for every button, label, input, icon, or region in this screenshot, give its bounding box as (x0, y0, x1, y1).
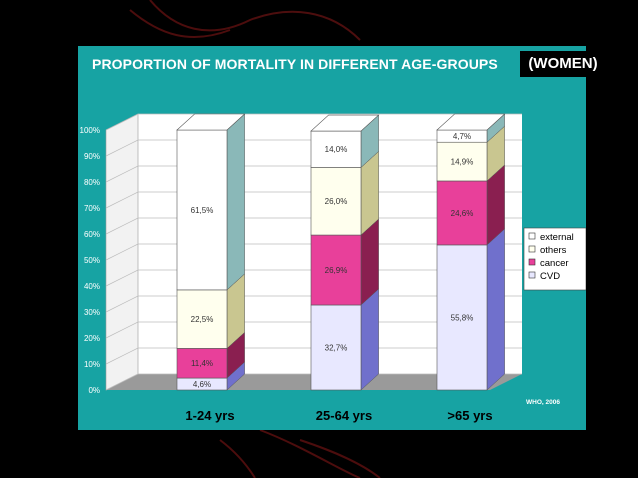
y-tick-label: 100% (80, 126, 100, 135)
stacked-bar-chart: 0% 10% 20% 30% 40% 50% 60% 70% 80% 90% 100% 4,6% 11,… (80, 113, 586, 423)
data-label: 24,6% (451, 209, 474, 218)
x-tick-label: 1-24 yrs (185, 408, 234, 423)
gridline (105, 295, 522, 313)
gridline (105, 321, 522, 339)
bar-segment (436, 180, 488, 246)
gridline (105, 347, 522, 365)
data-label: 55,8% (451, 313, 474, 322)
y-tick-label: 80% (84, 178, 100, 187)
bar-segment (310, 130, 362, 168)
data-label: 22,5% (191, 315, 214, 324)
bar-top (310, 114, 380, 132)
bar-segment (310, 234, 362, 306)
y-tick-label: 20% (84, 334, 100, 343)
y-tick-label: 90% (84, 152, 100, 161)
x-tick-label: 25-64 yrs (316, 408, 372, 423)
data-label: 26,0% (325, 197, 348, 206)
y-tick-label: 70% (84, 204, 100, 213)
bar-segment (176, 289, 228, 349)
legend-label: others (540, 245, 567, 256)
data-label: 4,6% (193, 380, 211, 389)
y-tick-label: 60% (84, 230, 100, 239)
gridline (105, 243, 522, 261)
data-label: 4,7% (453, 132, 471, 141)
data-label: 11,4% (191, 359, 213, 368)
legend-swatch (528, 258, 536, 266)
gridline (105, 217, 522, 235)
gridline (105, 191, 522, 209)
bar-segment-side (360, 288, 379, 391)
legend-label: cancer (540, 258, 569, 269)
data-label: 26,9% (325, 266, 348, 275)
y-tick-label: 0% (88, 386, 100, 395)
bar-segment (310, 167, 362, 236)
chart-title: PROPORTION OF MORTALITY IN DIFFERENT AGE… (92, 56, 498, 72)
bar-top (176, 113, 246, 131)
bar-segment (310, 304, 362, 391)
data-label: 14,9% (451, 158, 474, 167)
bar-segment (436, 244, 488, 391)
gridline (105, 165, 522, 183)
bar-top (436, 113, 506, 131)
y-tick-label: 50% (84, 256, 100, 265)
y-tick-label: 40% (84, 282, 100, 291)
gridline (105, 113, 522, 131)
legend-label: external (540, 232, 574, 243)
gridline (105, 373, 522, 391)
legend-swatch (528, 271, 536, 279)
y-tick-label: 10% (84, 360, 100, 369)
y-tick-label: 30% (84, 308, 100, 317)
legend-label: CVD (540, 271, 560, 282)
bar-segment-side (226, 113, 245, 291)
source-note: WHO, 2006 (526, 399, 560, 406)
data-label: 61,5% (191, 206, 214, 215)
legend-swatch (528, 245, 536, 253)
bar-segment (176, 348, 228, 379)
legend-swatch (528, 232, 536, 240)
chart-title-tag: (WOMEN) (520, 51, 606, 77)
data-label: 14,0% (325, 145, 348, 154)
gridline (105, 139, 522, 157)
bar-segment-side (486, 228, 505, 391)
bar-segment (176, 129, 228, 291)
gridline (105, 269, 522, 287)
x-tick-label: >65 yrs (447, 408, 492, 423)
data-label: 32,7% (325, 343, 348, 352)
